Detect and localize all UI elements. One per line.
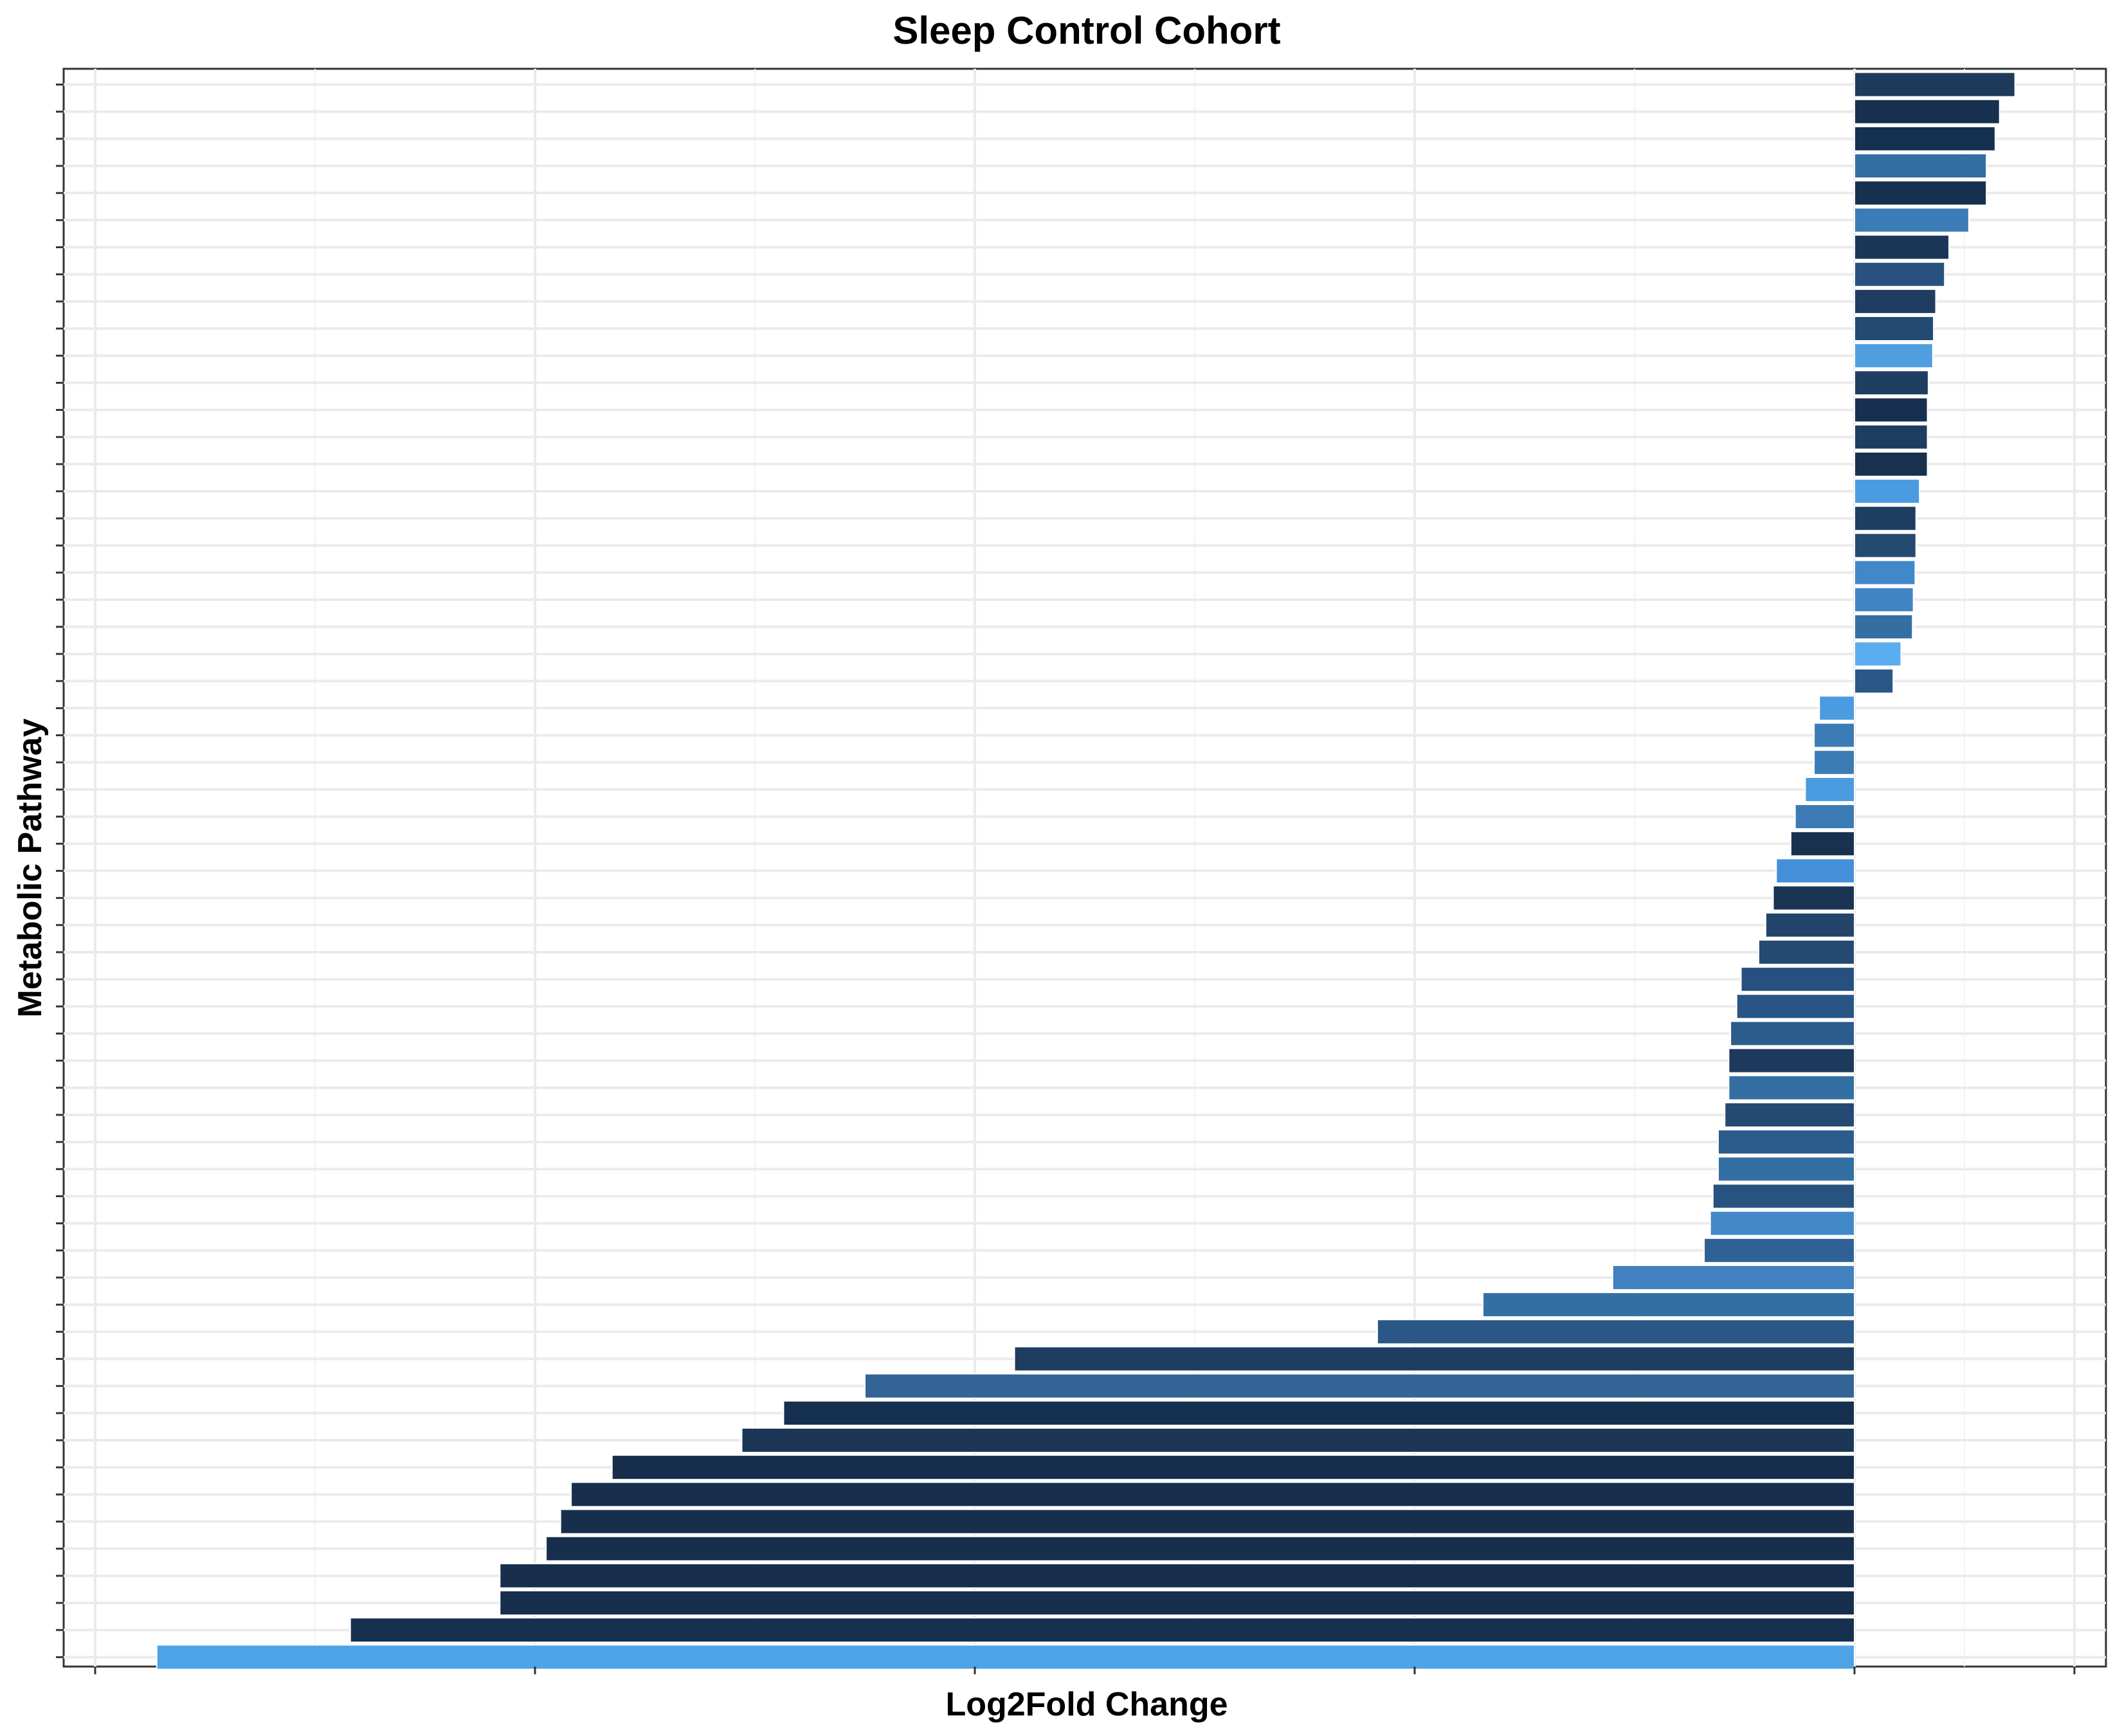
bar bbox=[1790, 831, 1856, 857]
bar bbox=[1764, 912, 1856, 938]
bar bbox=[1854, 505, 1917, 532]
bar bbox=[1730, 1020, 1856, 1047]
bar bbox=[1854, 559, 1916, 586]
bar bbox=[1728, 1074, 1855, 1101]
bar bbox=[1013, 1346, 1855, 1372]
bar bbox=[1736, 993, 1855, 1020]
bar bbox=[1854, 668, 1894, 694]
bar bbox=[156, 1644, 1855, 1670]
bar bbox=[741, 1427, 1855, 1453]
chart-title: Sleep Control Cohort bbox=[893, 9, 1280, 52]
bar bbox=[1724, 1101, 1855, 1128]
bar bbox=[1854, 343, 1934, 369]
bar bbox=[1757, 939, 1855, 965]
bar bbox=[1854, 641, 1902, 667]
ticks bbox=[56, 84, 2076, 1674]
bar bbox=[1794, 804, 1855, 830]
bar bbox=[349, 1617, 1855, 1643]
y-axis-label: Metabolic Pathway bbox=[12, 718, 49, 1017]
bar bbox=[1854, 288, 1937, 314]
x-axis-label: Log2Fold Change bbox=[945, 1686, 1228, 1723]
bar bbox=[1611, 1264, 1856, 1290]
bar bbox=[1854, 71, 2016, 98]
bar bbox=[1854, 261, 1946, 287]
bar bbox=[570, 1481, 1855, 1508]
bar bbox=[1854, 234, 1950, 260]
bar bbox=[499, 1590, 1855, 1616]
bar bbox=[1813, 749, 1856, 775]
bar bbox=[1854, 451, 1928, 477]
bar bbox=[1854, 397, 1928, 423]
bar bbox=[1818, 695, 1856, 721]
bar bbox=[1709, 1210, 1855, 1236]
bar bbox=[611, 1454, 1856, 1481]
bar bbox=[1854, 532, 1917, 559]
bar bbox=[1717, 1129, 1855, 1155]
bar bbox=[1740, 966, 1856, 993]
bar bbox=[1772, 885, 1855, 911]
bar bbox=[1376, 1319, 1856, 1345]
bar bbox=[783, 1400, 1855, 1426]
bar bbox=[1854, 98, 2000, 125]
bar bbox=[1854, 613, 1914, 640]
bar bbox=[1813, 722, 1856, 748]
bar bbox=[1854, 424, 1928, 450]
bar bbox=[1712, 1183, 1855, 1209]
bar bbox=[1482, 1292, 1855, 1318]
bar bbox=[1854, 370, 1929, 396]
bar bbox=[559, 1508, 1855, 1535]
bar bbox=[1854, 586, 1914, 613]
bar bbox=[1717, 1156, 1855, 1182]
bar bbox=[1854, 125, 1996, 152]
bar bbox=[1775, 858, 1856, 884]
bars bbox=[156, 71, 2016, 1670]
bar bbox=[1703, 1237, 1856, 1263]
bar bbox=[1728, 1047, 1855, 1074]
bar bbox=[1854, 207, 1970, 233]
bar bbox=[1854, 478, 1921, 505]
bar bbox=[1854, 180, 1988, 206]
bar bbox=[1854, 316, 1935, 342]
bar bbox=[499, 1562, 1855, 1589]
bar bbox=[1804, 776, 1856, 802]
bar bbox=[1854, 153, 1988, 179]
bar bbox=[864, 1373, 1855, 1399]
bar bbox=[545, 1535, 1855, 1562]
